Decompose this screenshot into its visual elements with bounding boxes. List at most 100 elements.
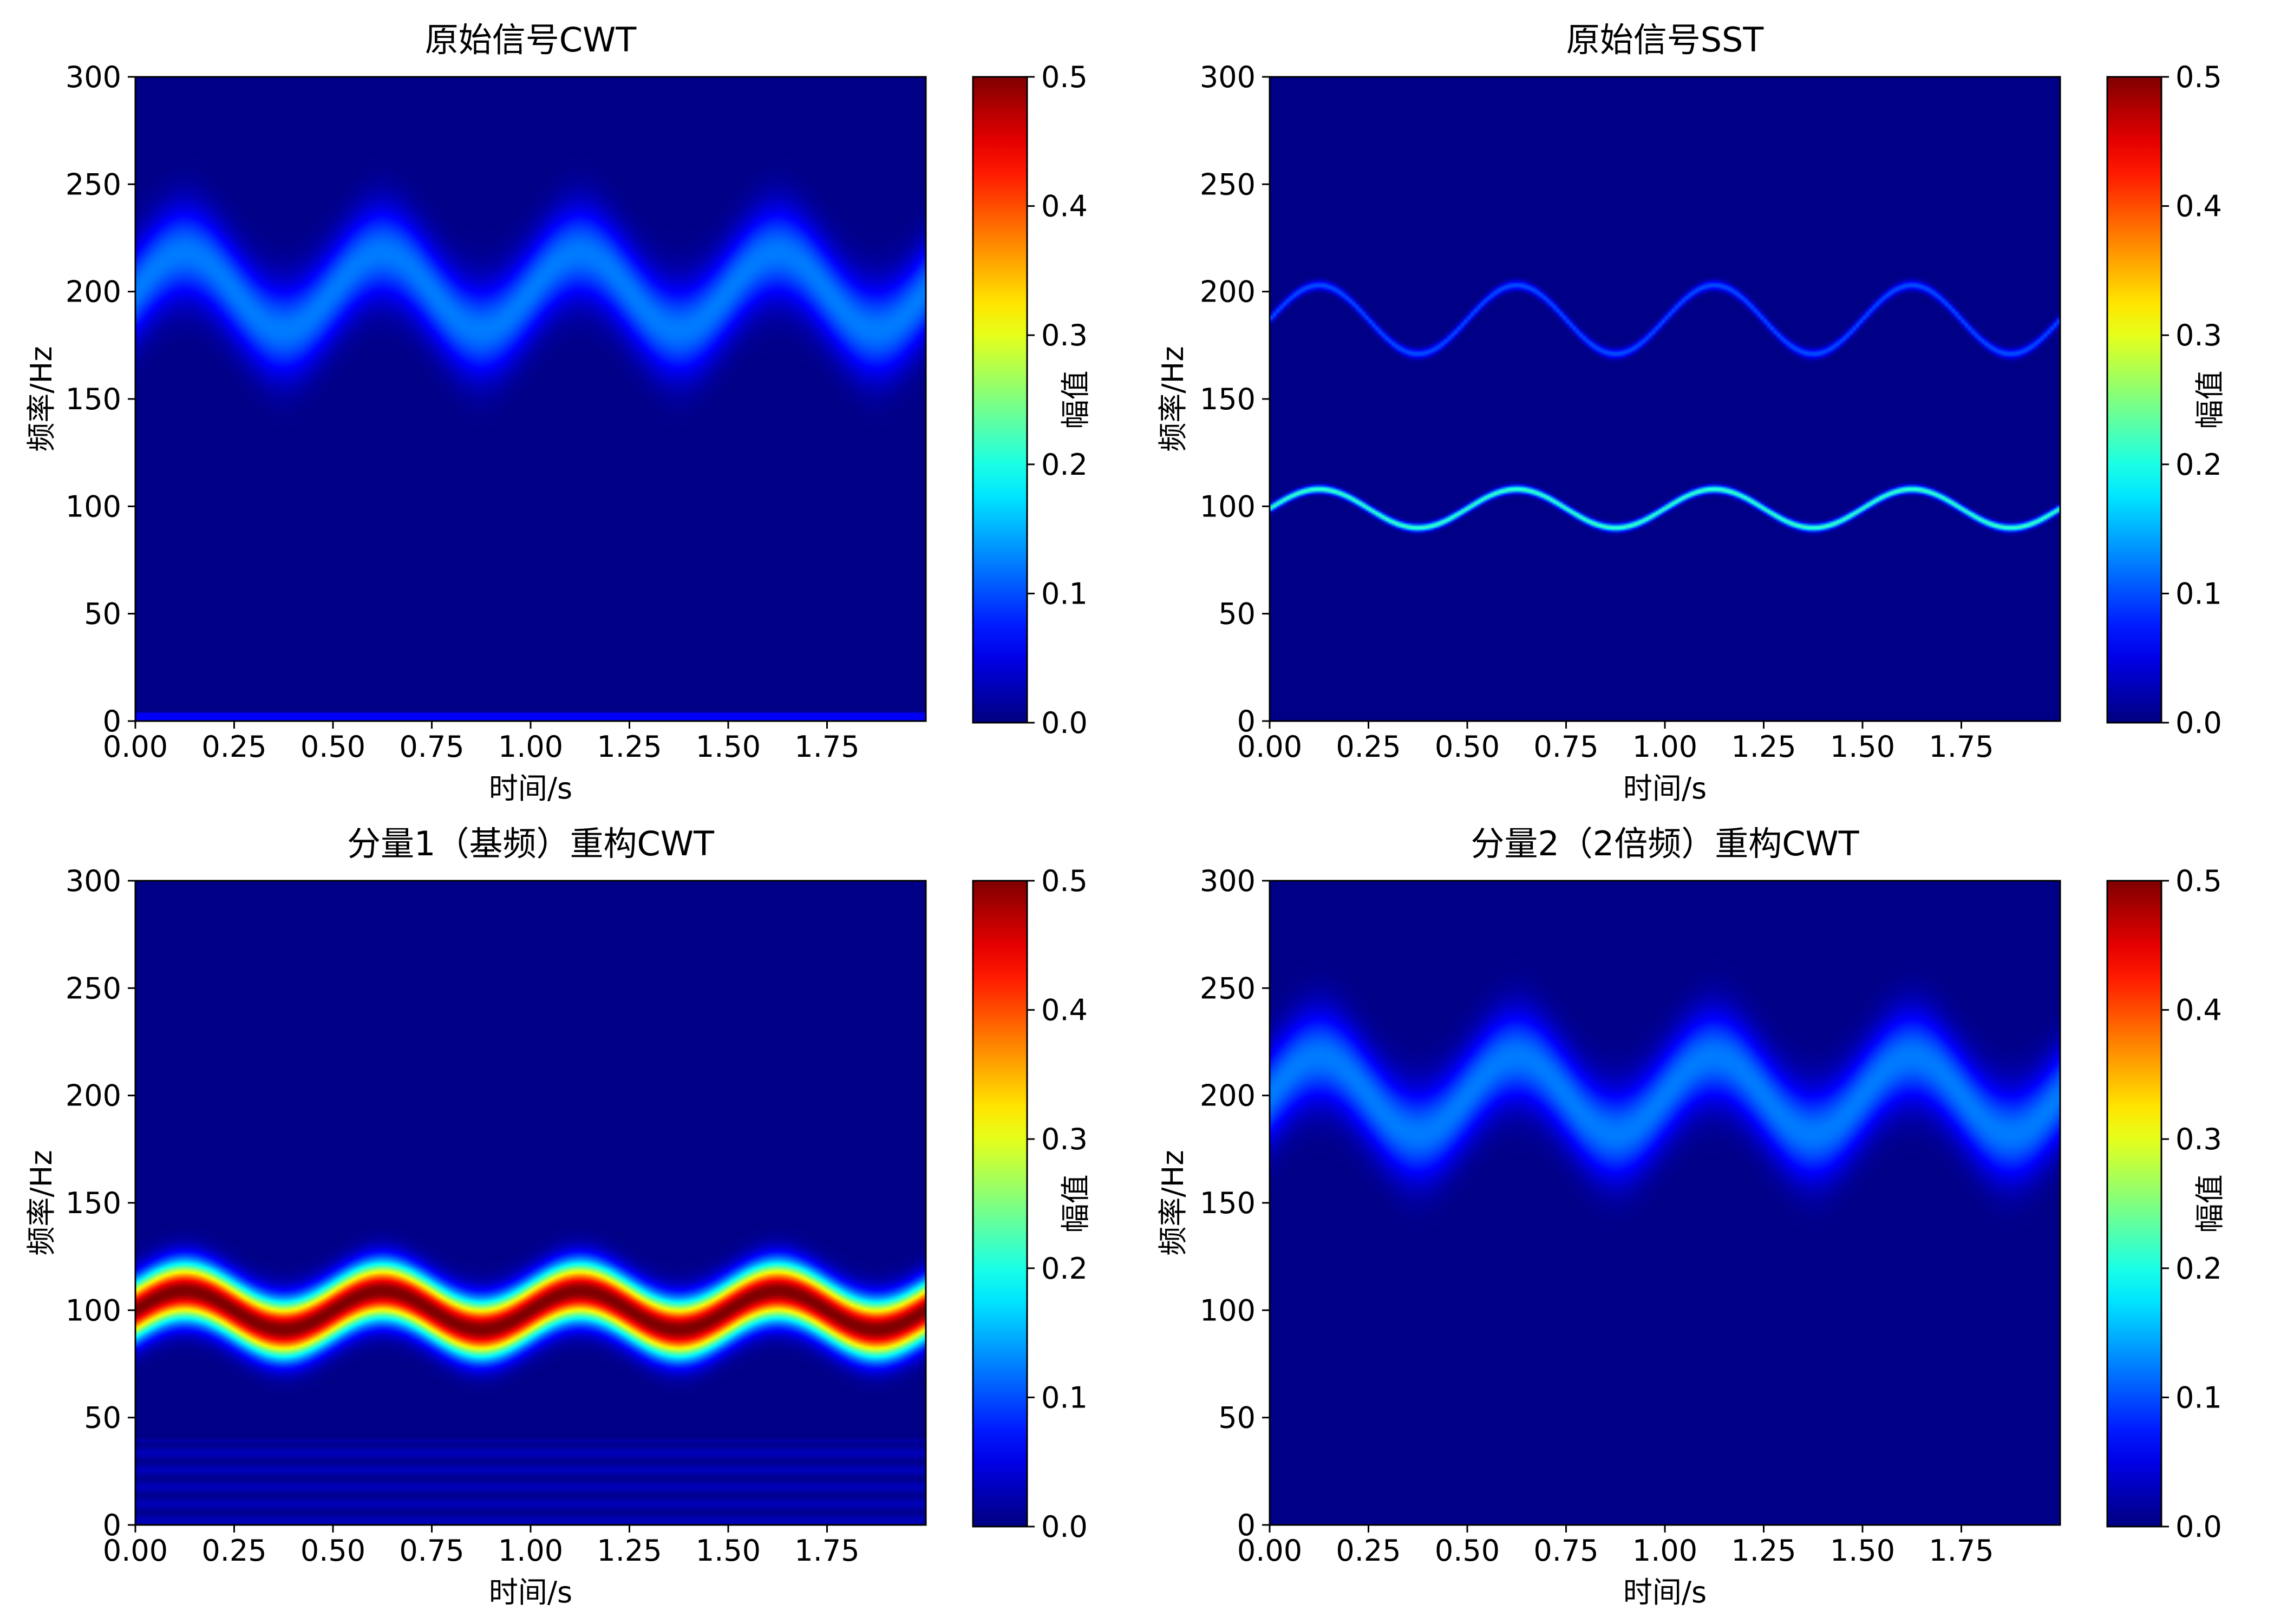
colorbar-tick-label: 0.1 [2175, 1380, 2222, 1415]
y-tick-label: 100 [1200, 489, 1256, 523]
x-tick-label: 0.75 [399, 1534, 464, 1568]
x-tick-label: 0.25 [1336, 730, 1401, 764]
y-tick-label: 250 [66, 167, 121, 201]
colorbar-tick-label: 0.4 [2175, 993, 2222, 1027]
x-axis-label: 时间/s [1623, 1575, 1707, 1609]
colorbar [2106, 880, 2162, 1528]
y-tick-label: 300 [66, 864, 121, 898]
y-tick-label: 150 [1200, 382, 1256, 416]
y-axis-label: 频率/Hz [24, 346, 58, 451]
x-tick-label: 0.75 [1533, 1534, 1598, 1568]
colorbar-tick-label: 0.5 [2175, 864, 2222, 898]
y-tick-label: 150 [66, 1186, 121, 1220]
y-tick-label: 250 [1200, 167, 1256, 201]
y-tick-label: 150 [66, 382, 121, 416]
x-tick-label: 0.50 [300, 1534, 365, 1568]
colorbar [972, 76, 1028, 724]
heatmap-image [1270, 77, 2060, 721]
colorbar-tick-label: 0.0 [2175, 1510, 2222, 1544]
x-axis-label: 时间/s [489, 771, 572, 806]
x-tick-label: 1.25 [597, 1534, 662, 1568]
y-tick-label: 0 [103, 704, 121, 738]
colorbar [972, 880, 1028, 1528]
colorbar-tick-label: 0.4 [1041, 993, 1088, 1027]
heatmap-image [135, 881, 926, 1525]
colorbar-tick-label: 0.0 [1041, 1510, 1088, 1544]
x-axis-label: 时间/s [1623, 771, 1707, 806]
y-tick-label: 200 [1200, 1079, 1256, 1113]
y-tick-label: 100 [66, 489, 121, 523]
x-tick-label: 1.00 [498, 730, 563, 764]
x-tick-label: 0.25 [201, 730, 266, 764]
x-tick-label: 1.00 [1632, 1534, 1697, 1568]
x-axis-label: 时间/s [489, 1575, 572, 1609]
x-tick-label: 0.50 [300, 730, 365, 764]
chart-title: 分量2（2倍频）重构CWT [1471, 824, 1859, 863]
colorbar-tick-label: 0.3 [1041, 318, 1088, 352]
x-tick-label: 0.25 [1336, 1534, 1401, 1568]
x-tick-label: 1.50 [696, 1534, 761, 1568]
x-tick-label: 1.25 [1731, 730, 1796, 764]
x-tick-label: 1.75 [1929, 1534, 1994, 1568]
y-tick-label: 200 [1200, 275, 1256, 309]
chart-panel-2: 原始信号SST 0.0 0 0.25 0.50 0.75 1.00 1.25 1.50 1.75 0… [1156, 20, 2227, 806]
colorbar-tick-label: 0.2 [1041, 448, 1088, 482]
heatmap-image [1270, 881, 2060, 1525]
y-tick-label: 300 [1200, 60, 1256, 94]
x-tick-label: 0.00 [103, 1534, 168, 1568]
colorbar-tick-label: 0.1 [1041, 577, 1088, 611]
x-tick-label: 1.75 [1929, 730, 1994, 764]
y-tick-label: 50 [84, 597, 121, 631]
colorbar-tick-label: 0.2 [2175, 1252, 2222, 1286]
x-tick-label: 1.75 [794, 730, 859, 764]
colorbar-tick-label: 0.2 [1041, 1252, 1088, 1286]
x-tick-label: 0.25 [201, 1534, 266, 1568]
colorbar-tick-label: 0.1 [2175, 577, 2222, 611]
x-tick-label: 0.00 [1237, 1534, 1302, 1568]
y-tick-label: 200 [66, 275, 121, 309]
x-tick-label: 1.50 [696, 730, 761, 764]
colorbar [2106, 76, 2162, 724]
colorbar-tick-label: 0.0 [2175, 706, 2222, 740]
x-tick-label: 1.50 [1830, 730, 1895, 764]
colorbar-tick-label: 0.5 [2175, 60, 2222, 94]
y-tick-label: 200 [66, 1079, 121, 1113]
y-tick-label: 250 [1200, 971, 1256, 1005]
y-tick-label: 150 [1200, 1186, 1256, 1220]
colorbar-label: 幅值 [2193, 1175, 2227, 1233]
x-tick-label: 0.50 [1435, 1534, 1500, 1568]
colorbar-tick-label: 0.0 [1041, 706, 1088, 740]
y-tick-label: 100 [1200, 1293, 1256, 1327]
x-tick-label: 1.00 [1632, 730, 1697, 764]
x-tick-label: 1.25 [597, 730, 662, 764]
chart-title: 原始信号CWT [425, 20, 637, 60]
colorbar-label: 幅值 [1058, 371, 1093, 429]
y-tick-label: 300 [66, 60, 121, 94]
y-tick-label: 50 [1218, 1401, 1256, 1435]
x-tick-label: 1.75 [794, 1534, 859, 1568]
x-tick-label: 1.00 [498, 1534, 563, 1568]
y-axis-label: 频率/Hz [24, 1150, 58, 1255]
colorbar-tick-label: 0.2 [2175, 448, 2222, 482]
y-tick-label: 0 [1237, 1508, 1256, 1542]
colorbar-tick-label: 0.4 [2175, 189, 2222, 224]
y-tick-label: 0 [103, 1508, 121, 1542]
colorbar-tick-label: 0.3 [2175, 1122, 2222, 1156]
y-tick-label: 0 [1237, 704, 1256, 738]
colorbar-tick-label: 0.5 [1041, 864, 1088, 898]
y-axis-label: 频率/Hz [1156, 1150, 1190, 1255]
chart-title: 分量1（基频）重构CWT [347, 824, 715, 863]
x-tick-label: 0.75 [1533, 730, 1598, 764]
chart-title: 原始信号SST [1566, 20, 1765, 60]
y-tick-label: 50 [84, 1401, 121, 1435]
colorbar-tick-label: 0.5 [1041, 60, 1088, 94]
y-tick-label: 300 [1200, 864, 1256, 898]
x-tick-label: 1.50 [1830, 1534, 1895, 1568]
y-axis-label: 频率/Hz [1156, 346, 1190, 451]
x-tick-label: 0.50 [1435, 730, 1500, 764]
y-tick-label: 50 [1218, 597, 1256, 631]
